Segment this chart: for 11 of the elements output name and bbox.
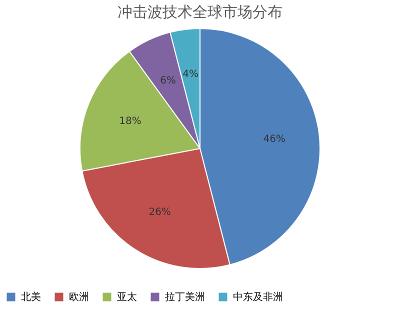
- data-label: 4%: [182, 69, 199, 80]
- data-label: 18%: [119, 116, 142, 127]
- data-label: 46%: [263, 134, 286, 146]
- legend-label: 北美: [21, 291, 41, 303]
- legend-label: 欧洲: [69, 291, 89, 303]
- legend-label: 中东及非洲: [233, 291, 283, 303]
- data-label: 26%: [148, 206, 171, 218]
- legend-label: 亚太: [117, 291, 137, 303]
- data-label: 6%: [160, 76, 176, 87]
- legend-label: 拉丁美洲: [165, 291, 205, 303]
- chart-title: 冲击波技术全球市场分布: [118, 3, 282, 21]
